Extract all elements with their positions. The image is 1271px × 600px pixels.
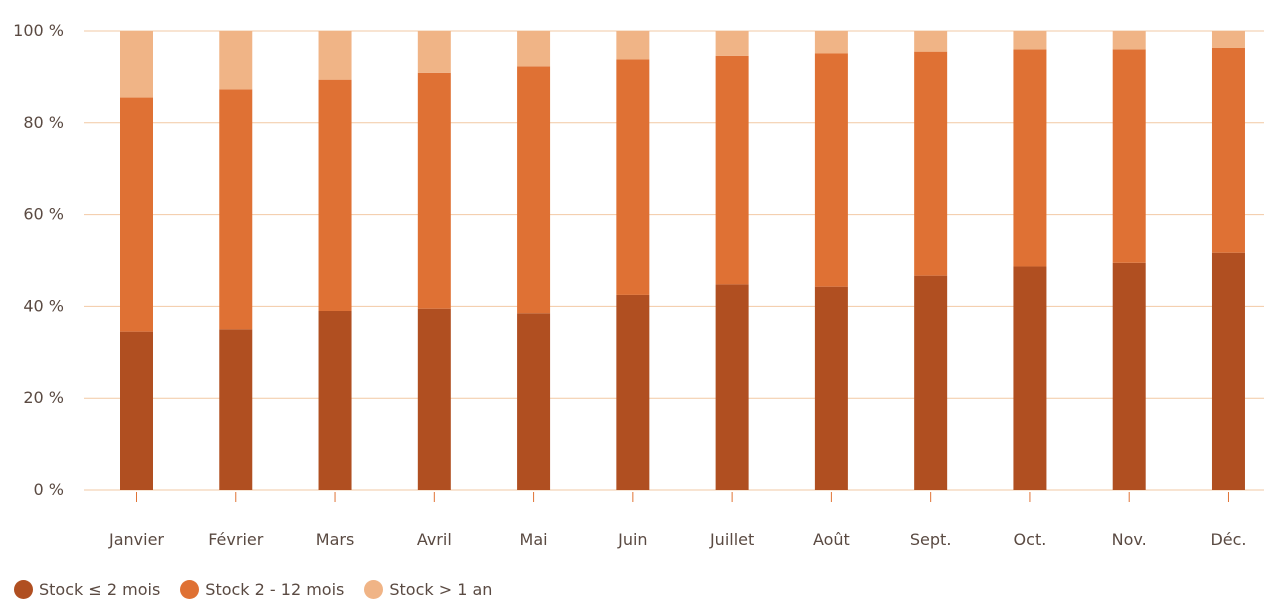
bar-segment-stock-le-2-mois [1013,266,1047,490]
bar-segment-stock-le-2-mois [1211,252,1245,490]
bar-segment-stock-gt-1-an [616,31,650,60]
bar-segment-stock-2-12-mois [715,55,749,285]
x-tick-label: Août [813,530,850,549]
bar-segment-stock-2-12-mois [517,66,551,314]
bar-segment-stock-2-12-mois [1211,47,1245,253]
bar-segment-stock-gt-1-an [120,31,153,98]
bar-segment-stock-le-2-mois [814,286,848,490]
x-tick-label: Déc. [1210,530,1246,549]
bar-segment-stock-2-12-mois [120,97,153,332]
bar-segment-stock-2-12-mois [219,89,253,330]
legend-item-stock-le-2-mois: Stock ≤ 2 mois [14,580,160,599]
x-tick-label: Avril [417,530,452,549]
x-tick-label: Juillet [709,530,754,549]
legend-swatch-stock-gt-1-an [364,580,384,599]
legend-swatch-stock-le-2-mois [14,580,33,599]
bar-segment-stock-gt-1-an [814,31,848,54]
bar-segment-stock-gt-1-an [715,31,749,56]
stacked-bar-chart: 0 % 20 % 40 % 60 % 80 % 100 % Janvier Février M… [13,21,1264,549]
legend-item-stock-2-12-mois: Stock 2 - 12 mois [180,580,344,599]
legend-swatch-stock-2-12-mois [180,580,200,599]
legend-label-stock-2-12-mois: Stock 2 - 12 mois [205,580,345,599]
bar-segment-stock-gt-1-an [1013,31,1047,50]
bar-segment-stock-gt-1-an [1112,31,1146,50]
bar-segment-stock-le-2-mois [318,310,352,490]
bar-segment-stock-le-2-mois [517,313,551,490]
bar-segment-stock-2-12-mois [814,53,848,287]
legend-label-stock-le-2-mois: Stock ≤ 2 mois [39,580,161,599]
y-tick-label: 20 % [23,388,64,407]
x-tick-label: Mars [316,530,355,549]
x-tick-label: Sept. [910,530,952,549]
legend-label-stock-gt-1-an: Stock > 1 an [389,580,493,599]
bar-segment-stock-2-12-mois [1112,49,1146,263]
bar-segment-stock-le-2-mois [616,294,650,490]
legend-item-stock-gt-1-an: Stock > 1 an [364,580,492,599]
bar-segment-stock-le-2-mois [219,329,253,490]
x-tick-label: Juin [617,530,647,549]
bar-segment-stock-2-12-mois [616,59,650,295]
bar-segment-stock-le-2-mois [715,284,749,490]
y-tick-label: 60 % [23,205,64,224]
x-tick-label: Oct. [1014,530,1047,549]
y-tick-label: 80 % [23,113,64,132]
y-tick-label: 0 % [34,480,64,499]
bar-segment-stock-le-2-mois [417,308,451,490]
gridlines [84,30,1264,491]
bar-segment-stock-2-12-mois [1013,49,1047,267]
bar-segment-stock-le-2-mois [1112,262,1146,490]
bar-segment-stock-le-2-mois [120,331,153,490]
bar-segment-stock-gt-1-an [318,31,352,80]
bar-segment-stock-gt-1-an [914,31,948,52]
y-tick-label: 40 % [23,296,64,315]
bar-segment-stock-2-12-mois [417,72,451,309]
bar-segment-stock-gt-1-an [517,31,551,67]
bars [120,31,1245,490]
x-tick-label: Février [208,530,264,549]
bar-segment-stock-gt-1-an [1211,31,1245,48]
x-tick-label: Nov. [1112,530,1147,549]
bar-segment-stock-gt-1-an [219,31,253,90]
y-axis-tick-labels: 0 % 20 % 40 % 60 % 80 % 100 % [13,21,64,499]
y-tick-label: 100 % [13,21,64,40]
bar-segment-stock-2-12-mois [318,79,352,311]
bar-segment-stock-2-12-mois [914,51,948,276]
legend: Stock ≤ 2 mois Stock 2 - 12 mois Stock >… [14,580,492,599]
x-axis-ticks: Janvier Février Mars Avril Mai Juin Juillet Aoû… [108,492,1246,549]
bar-segment-stock-le-2-mois [914,275,948,490]
x-tick-label: Mai [520,530,548,549]
x-tick-label: Janvier [108,530,164,549]
bar-segment-stock-gt-1-an [417,31,451,73]
